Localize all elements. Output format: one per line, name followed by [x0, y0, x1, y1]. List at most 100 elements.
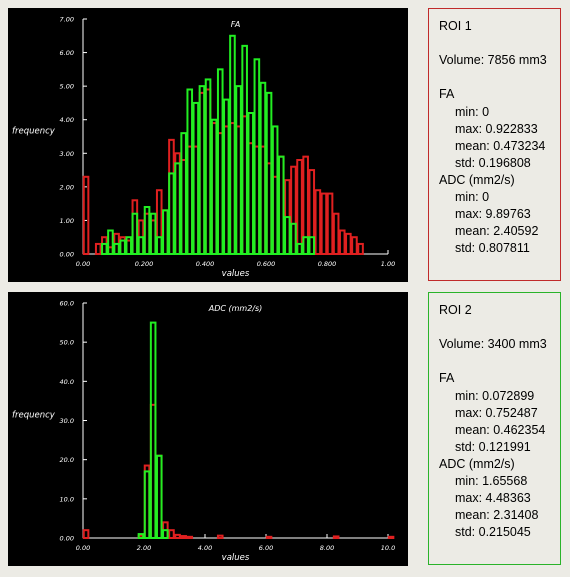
fa-bar-roi2: [296, 242, 303, 256]
fa-x-tick-label: 0.00: [76, 260, 90, 268]
fa-bar-roi2: [162, 209, 169, 256]
roi2-adc-max: max: 4.48363: [455, 491, 531, 505]
fa-x-tick-label: 0.800: [318, 260, 337, 268]
fa-bar-roi1: [326, 192, 334, 255]
fa-x-tick-label: 0.400: [196, 260, 215, 268]
fa-bar-roi1: [94, 242, 102, 256]
adc-bar-roi1: [82, 529, 90, 540]
adc-y-tick-label: 60.0: [60, 300, 74, 308]
roi2-fa-min: min: 0.072899: [455, 389, 535, 403]
fa-y-tick-label: 5.00: [60, 83, 74, 91]
fa-bar-roi2: [247, 112, 255, 255]
fa-bar-roi2: [235, 85, 242, 256]
fa-bar-roi1: [82, 175, 90, 256]
fa-x-tick-label: 0.600: [257, 260, 276, 268]
roi1-fa-header: FA: [439, 87, 455, 101]
roi1-fa-min: min: 0: [455, 105, 490, 119]
fa-bar-roi1: [351, 236, 358, 255]
fa-bar-roi2: [131, 212, 139, 255]
fa-bar-roi2: [198, 85, 206, 256]
fa-bar-roi2: [174, 162, 181, 256]
fa-bar-roi2: [143, 206, 151, 255]
roi1-adc-header: ADC (mm2/s): [439, 173, 515, 187]
roi2-volume: Volume: 3400 mm3: [439, 337, 547, 351]
fa-y-tick-label: 1.00: [60, 217, 74, 225]
adc-bar-roi2: [162, 529, 169, 540]
roi2-fa-mean: mean: 0.462354: [455, 423, 546, 437]
fa-bar-roi2: [168, 172, 175, 255]
fa-chart-title: FA: [231, 20, 241, 29]
fa-y-tick-label: 6.00: [60, 49, 74, 57]
roi1-fa-max: max: 0.922833: [455, 122, 538, 136]
adc-chart-title: ADC (mm2/s): [208, 304, 263, 313]
adc-bar-roi1: [174, 533, 181, 540]
roi2-fa-max: max: 0.752487: [455, 406, 538, 420]
fa-bar-roi1: [296, 159, 303, 255]
roi1-adc-max: max: 9.89763: [455, 207, 531, 221]
fa-histogram-svg: 0.00 1.00 2.00 3.00 4.00 5.00 6.00 7.00 0.00 0.20…: [12, 16, 395, 280]
roi1-volume: Volume: 7856 mm3: [439, 53, 547, 67]
fa-bar-roi1: [357, 242, 364, 256]
adc-x-tick-label: 6.00: [259, 544, 273, 552]
adc-y-tick-label: 40.0: [60, 378, 74, 386]
roi1-adc-min: min: 0: [455, 190, 490, 204]
roi2-adc-header: ADC (mm2/s): [439, 457, 515, 471]
adc-bar-roi1: [186, 535, 194, 539]
fa-bar-roi2: [265, 91, 273, 255]
adc-bar-roi2: [149, 321, 157, 540]
fa-bar-roi1: [314, 189, 322, 255]
adc-bar-roi2: [137, 533, 145, 539]
adc-y-tick-label: 10.0: [60, 495, 74, 503]
adc-y-tick-label: 0.00: [60, 535, 74, 543]
adc-bar-roi2: [155, 454, 163, 539]
adc-x-tick-label: 8.00: [320, 544, 334, 552]
adc-bar-roi1: [265, 535, 273, 539]
fa-bar-roi2: [149, 212, 157, 255]
fa-bar-roi2: [137, 236, 145, 255]
fa-x-axis-label: values: [222, 269, 250, 279]
roi1-fa-std: std: 0.196808: [455, 156, 531, 170]
roi1-title: ROI 1: [439, 19, 472, 33]
adc-bar-roi1: [168, 529, 175, 540]
fa-bar-roi2: [210, 118, 218, 256]
fa-y-tick-label: 4.00: [60, 116, 74, 124]
adc-bar-roi1: [180, 535, 187, 540]
roi2-fa-header: FA: [439, 371, 455, 385]
fa-bar-roi2: [204, 78, 212, 255]
adc-x-tick-label: 2.00: [137, 544, 151, 552]
fa-bar-roi1: [338, 229, 346, 255]
adc-y-tick-label: 30.0: [60, 417, 74, 425]
fa-bar-roi2: [229, 34, 236, 255]
roi2-fa-std: std: 0.121991: [455, 440, 531, 454]
adc-bar-roi1: [387, 535, 395, 539]
roi1-stats-panel: ROI 1 Volume: 7856 mm3 FA min: 0 max: 0.…: [428, 8, 561, 281]
fa-y-tick-label: 2.00: [60, 183, 74, 191]
adc-y-axis-label: frequency: [12, 411, 56, 421]
roi2-adc-min: min: 1.65568: [455, 474, 528, 488]
adc-y-tick-label: 20.0: [60, 456, 74, 464]
adc-histogram: 0.00 10.0 20.0 30.0 40.0 50.0 60.0 0.00 2.00 4.00…: [8, 292, 408, 566]
fa-bar-roi2: [308, 236, 316, 255]
fa-bar-roi2: [284, 216, 291, 255]
roi2-adc-std: std: 0.215045: [455, 525, 531, 539]
fa-bar-roi2: [119, 239, 126, 255]
roi1-fa-mean: mean: 0.473234: [455, 139, 546, 153]
fa-x-tick-label: 0.200: [135, 260, 154, 268]
adc-bar-roi1: [332, 535, 340, 540]
fa-y-axis-label: frequency: [12, 127, 56, 137]
fa-bar-roi1: [332, 212, 340, 255]
fa-bar-roi2: [107, 229, 114, 255]
adc-x-tick-label: 0.00: [76, 544, 90, 552]
fa-bar-roi2: [155, 236, 163, 255]
fa-y-tick-label: 3.00: [60, 150, 74, 158]
fa-bar-roi2: [125, 236, 133, 255]
fa-bar-roi2: [186, 88, 194, 255]
roi1-adc-mean: mean: 2.40592: [455, 224, 539, 238]
roi2-title: ROI 2: [439, 303, 472, 317]
fa-bar-roi1: [320, 192, 328, 255]
roi2-stats-panel: ROI 2 Volume: 3400 mm3 FA min: 0.072899 …: [428, 292, 561, 565]
fa-bar-roi2: [192, 101, 200, 255]
fa-bar-roi2: [113, 242, 120, 256]
adc-bar-roi1: [216, 534, 224, 539]
adc-y-tick-label: 50.0: [60, 339, 74, 347]
